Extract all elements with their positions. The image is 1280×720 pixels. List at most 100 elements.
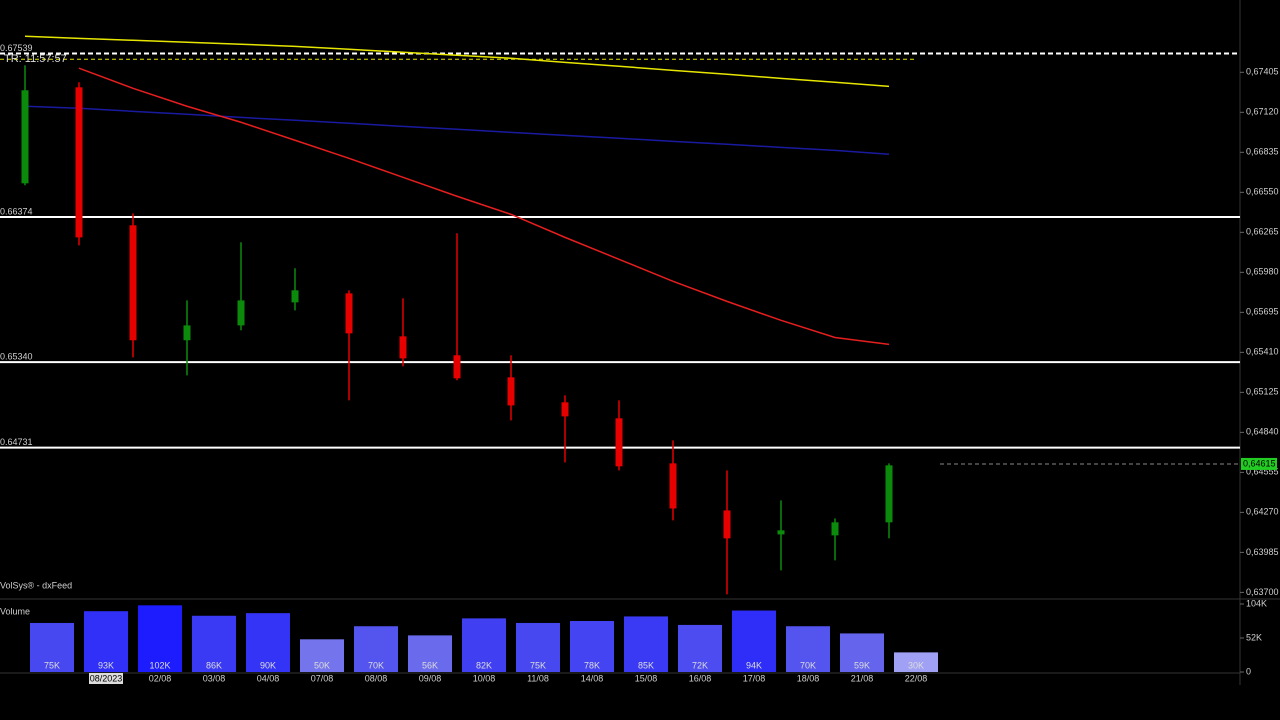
volume-bar (462, 618, 506, 672)
last-price-box (1241, 457, 1277, 470)
volume-bar (192, 615, 236, 672)
candle-body (21, 90, 29, 184)
x-tick-label: 18/08 (797, 673, 820, 683)
candle-body (237, 300, 245, 326)
y-tick-label: 0,65125 (1246, 387, 1279, 397)
y-tick-label: 0,66835 (1246, 147, 1279, 157)
candle-body (345, 293, 353, 334)
volume-bar (624, 616, 668, 672)
volume-label: 93K (98, 660, 114, 670)
volume-label: 75K (44, 660, 60, 670)
volume-bar (408, 635, 452, 672)
y-tick-label: 104K (1246, 598, 1267, 608)
volume-label: 70K (368, 660, 384, 670)
volume-label: 82K (476, 660, 492, 670)
x-tick-label: 02/08 (149, 673, 172, 683)
y-tick-label: 0,66550 (1246, 187, 1279, 197)
y-tick-label: 52K (1246, 632, 1262, 642)
indicator-line (24, 35, 890, 88)
volume-label: 50K (314, 660, 330, 670)
x-tick-label: 15/08 (635, 673, 658, 683)
candle-body (75, 87, 83, 238)
level-label: 0.64731 (0, 437, 33, 447)
volume-bar (894, 652, 938, 672)
watermark: VolSys® - dxFeed (0, 580, 72, 590)
y-tick-label: 0,63700 (1246, 587, 1279, 597)
volume-title: Volume (0, 606, 30, 616)
volume-bar (516, 622, 560, 672)
volume-bar (678, 624, 722, 672)
y-tick-label: 0,63985 (1246, 547, 1279, 557)
volume-label: 85K (638, 660, 654, 670)
volume-bar (840, 633, 884, 672)
y-tick-label: 0,67120 (1246, 107, 1279, 117)
volume-label: 94K (746, 660, 762, 670)
y-tick-label: 0,65980 (1246, 267, 1279, 277)
volume-label: 102K (149, 660, 170, 670)
volume-bar (246, 613, 290, 672)
y-tick-label: 0,66265 (1246, 227, 1279, 237)
y-tick-label: 0,64555 (1246, 467, 1279, 477)
candle-body (129, 225, 137, 341)
volume-label: 30K (908, 660, 924, 670)
candle-body (831, 522, 839, 536)
candle-body (183, 325, 191, 341)
volume-label: 56K (422, 660, 438, 670)
volume-label: 78K (584, 660, 600, 670)
candle-body (615, 418, 623, 467)
volume-bar (570, 621, 614, 672)
level-label: 0.66374 (0, 206, 33, 216)
candle-body (777, 530, 785, 535)
volume-label: 72K (692, 660, 708, 670)
x-tick-label: 03/08 (203, 673, 226, 683)
volume-bar (732, 610, 776, 672)
date-highlight (89, 673, 123, 684)
y-tick-label: 0,64840 (1246, 427, 1279, 437)
level-label: 0.65340 (0, 352, 33, 362)
x-tick-label: 08/2023 (90, 673, 123, 683)
x-tick-label: 22/08 (905, 673, 928, 683)
candle-body (723, 510, 731, 539)
x-tick-label: 04/08 (257, 673, 280, 683)
y-tick-label: 0,64270 (1246, 507, 1279, 517)
volume-bar (354, 626, 398, 672)
indicator-line (78, 67, 890, 346)
x-tick-label: 16/08 (689, 673, 712, 683)
volume-bar (138, 605, 182, 672)
candle-body (507, 377, 515, 406)
volume-label: 90K (260, 660, 276, 670)
volume-label: 59K (854, 660, 870, 670)
volume-bar (300, 639, 344, 672)
volume-bar (30, 622, 74, 672)
x-tick-label: 14/08 (581, 673, 604, 683)
y-tick-label: 0,67405 (1246, 67, 1279, 77)
volume-bar (786, 626, 830, 672)
candle-body (669, 463, 677, 509)
volume-bar (84, 611, 128, 672)
candle-body (291, 290, 299, 303)
last-price-label: 0,64615 (1243, 458, 1276, 468)
x-tick-label: 11/08 (527, 673, 549, 683)
x-tick-label: 17/08 (743, 673, 766, 683)
candle-body (561, 402, 569, 417)
timer-label: TR: 11:57:57 (4, 53, 67, 65)
level-label: 0.67539 (0, 43, 33, 53)
x-tick-label: 09/08 (419, 673, 442, 683)
y-tick-label: 0 (1246, 666, 1251, 676)
x-tick-label: 08/08 (365, 673, 388, 683)
candle-body (453, 355, 461, 379)
x-tick-label: 07/08 (311, 673, 334, 683)
y-tick-label: 0,65695 (1246, 307, 1279, 317)
x-tick-label: 10/08 (473, 673, 496, 683)
candle-body (399, 336, 407, 359)
volume-label: 70K (800, 660, 816, 670)
indicator-line (24, 105, 890, 156)
volume-label: 86K (206, 660, 222, 670)
x-tick-label: 21/08 (851, 673, 874, 683)
y-tick-label: 0,65410 (1246, 347, 1279, 357)
volume-label: 75K (530, 660, 546, 670)
candle-body (885, 465, 893, 523)
